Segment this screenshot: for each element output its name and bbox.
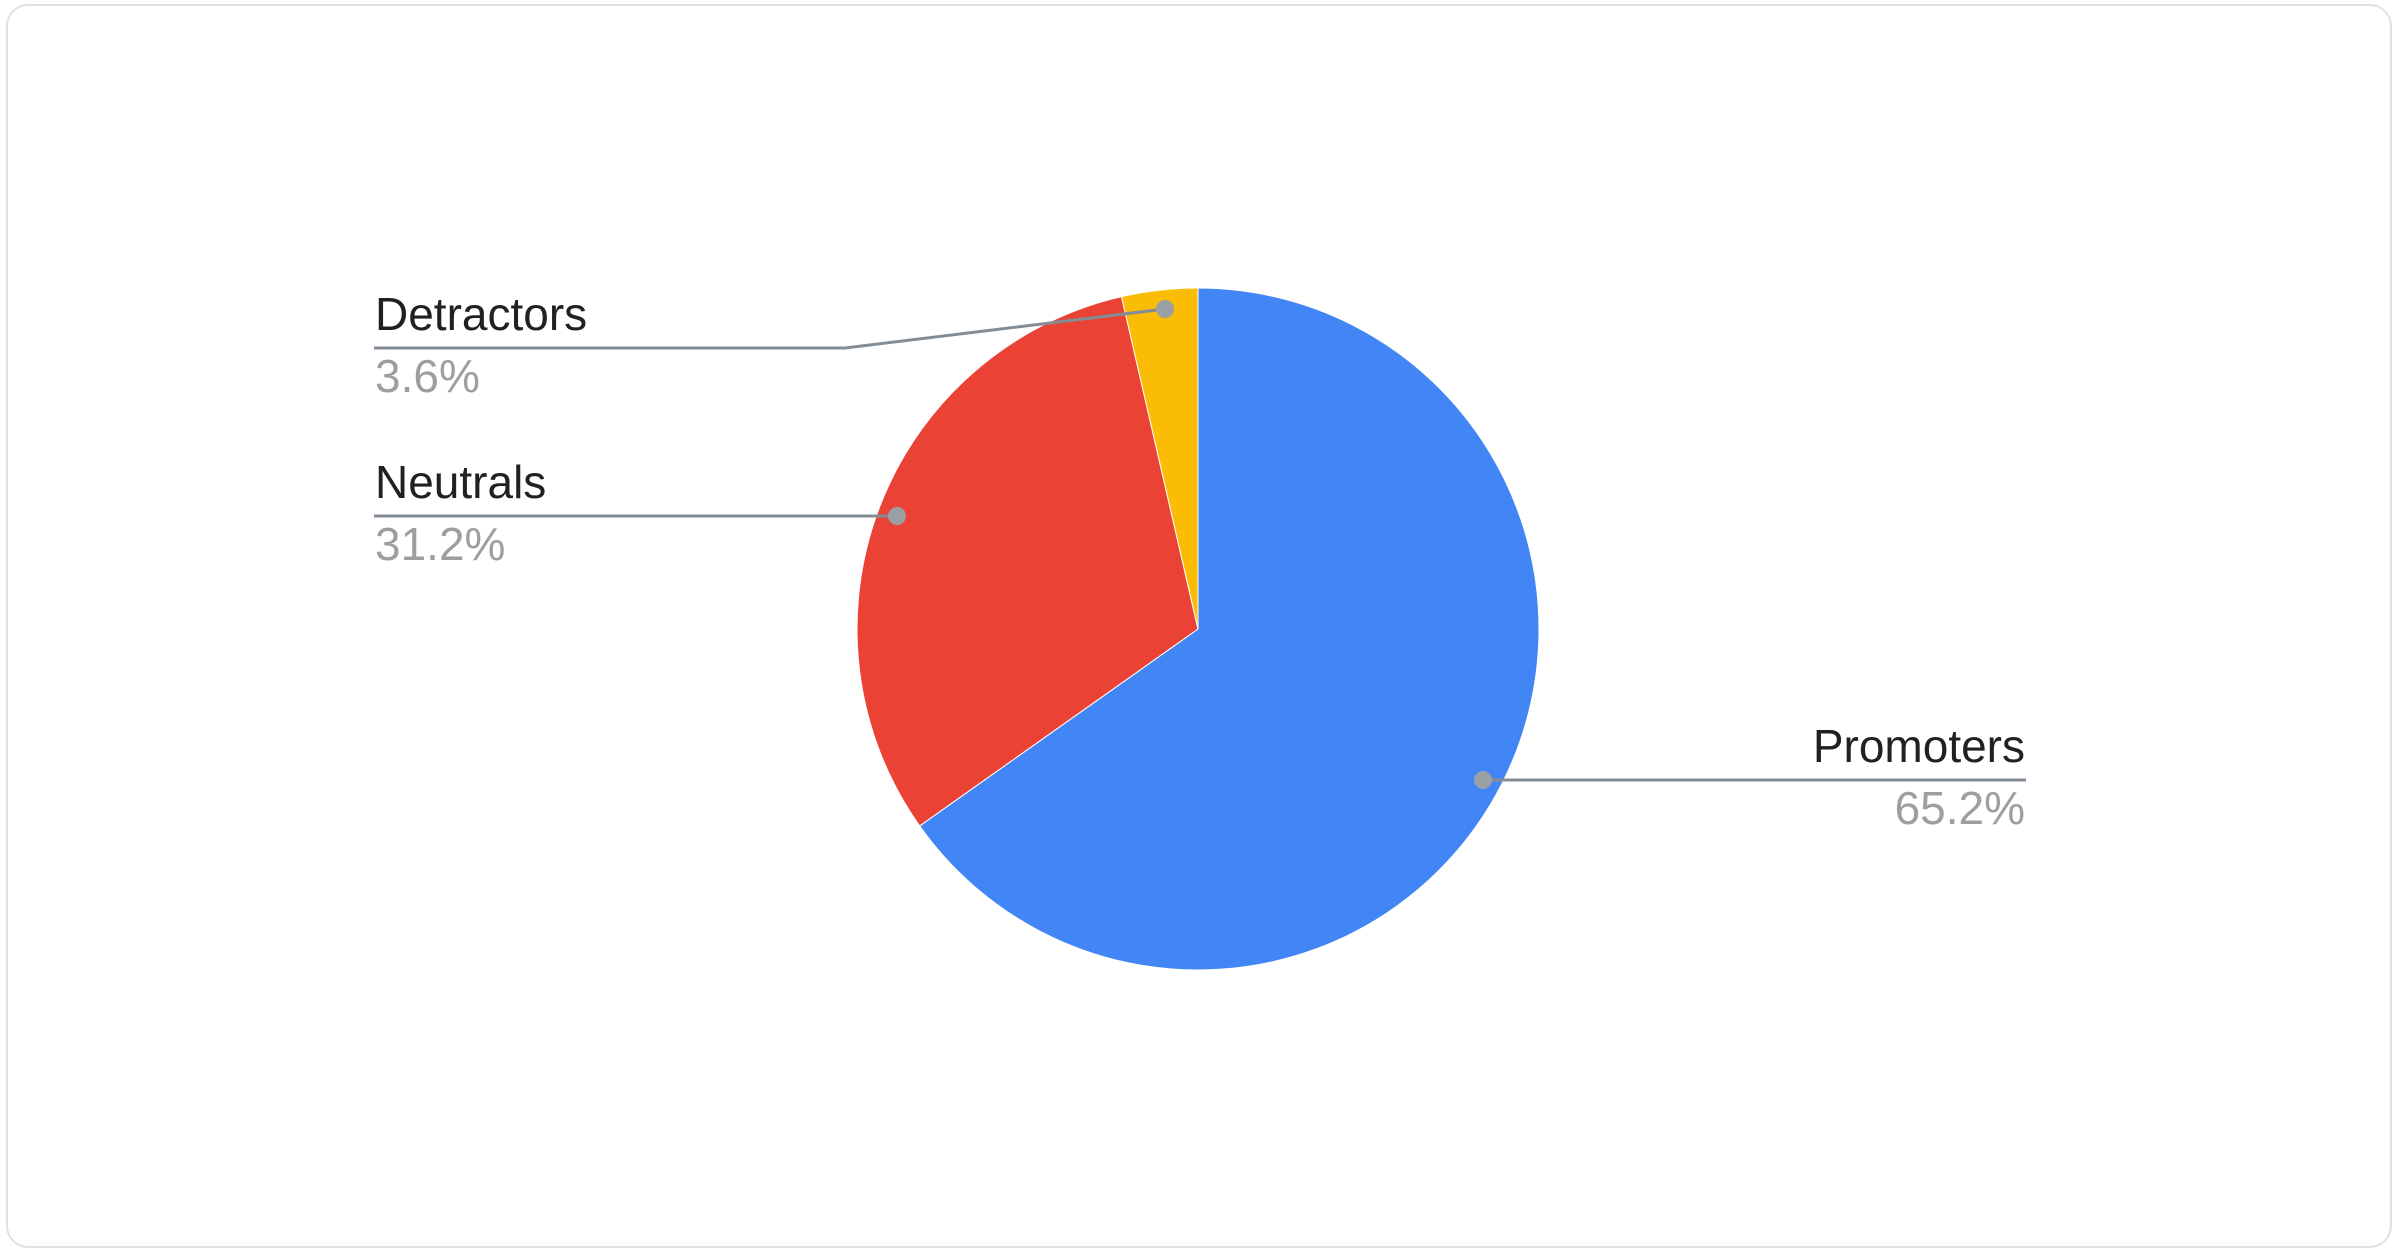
leader-segment-detractors [844, 307, 1166, 350]
leader-dot-promoters [1474, 771, 1492, 789]
pie-slice-promoters[interactable] [918, 287, 1540, 971]
leader-lines-group [374, 300, 2026, 789]
pie-slice-detractors[interactable] [1120, 287, 1199, 630]
slice-labels-group: Detractors 3.6% Neutrals 31.2% Promoters 65.2… [375, 288, 2025, 834]
leader-dot-neutrals [888, 507, 906, 525]
pie-slice-neutrals[interactable] [856, 296, 1199, 827]
slice-label-neutrals: Neutrals [375, 456, 546, 508]
leader-dot-detractors [1156, 300, 1174, 318]
slice-label-promoters: Promoters [1813, 720, 2025, 772]
slice-value-detractors: 3.6% [375, 350, 480, 402]
slice-label-detractors: Detractors [375, 288, 587, 340]
slice-value-promoters: 65.2% [1895, 782, 2025, 834]
slice-value-neutrals: 31.2% [375, 518, 505, 570]
pie-slices-group [856, 287, 1540, 971]
